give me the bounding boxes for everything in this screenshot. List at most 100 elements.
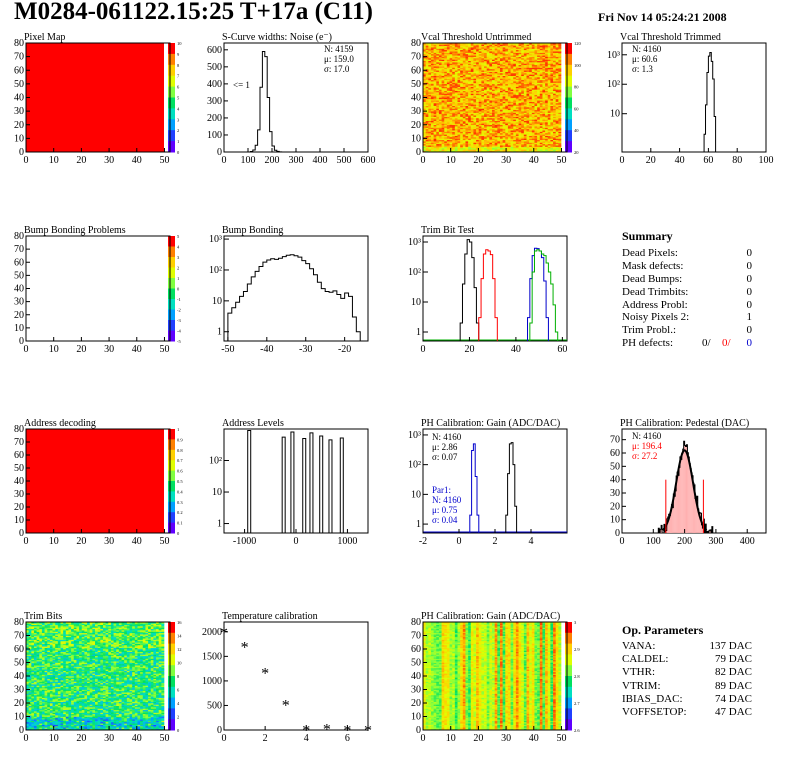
vcaluntrim-cell xyxy=(489,79,493,82)
vcaluntrim-cell xyxy=(462,86,466,89)
vcaluntrim-cell xyxy=(436,92,440,94)
vcaluntrim-cell xyxy=(486,147,490,150)
vcaluntrim-cell xyxy=(452,143,456,146)
vcaluntrim-cell xyxy=(502,82,506,85)
vcaluntrim-cell xyxy=(494,119,498,121)
trimbits-cell xyxy=(52,721,56,724)
vcaluntrim-cell xyxy=(438,102,442,105)
vcaluntrim-cell xyxy=(468,111,472,113)
vcaluntrim-cell xyxy=(513,97,517,100)
vcaluntrim-cell xyxy=(428,119,432,121)
trimbits-cell xyxy=(41,725,45,728)
vcaluntrim-cell xyxy=(468,79,472,82)
vcaluntrim-cell xyxy=(545,86,549,89)
trimbits-cell xyxy=(108,713,112,716)
vcaluntrim-cell xyxy=(492,75,495,78)
vcaluntrim-cell xyxy=(441,78,445,81)
vcaluntrim-cell xyxy=(545,141,549,143)
vcaluntrim-cell xyxy=(476,47,480,49)
trimbits-cell xyxy=(126,713,130,716)
pixelmap-palette-bin xyxy=(168,119,175,131)
vcaluntrim-cell xyxy=(518,105,522,108)
vcaluntrim-cell xyxy=(515,98,519,101)
vcaluntrim-cell xyxy=(446,126,450,128)
vcaluntrim-cell xyxy=(494,100,498,102)
vcaluntrim-xtick-label: 20 xyxy=(473,155,483,166)
vcaluntrim-cell xyxy=(515,111,519,113)
trimbits-cell xyxy=(55,715,59,717)
vcaluntrim-cell xyxy=(505,113,509,116)
vcaluntrim-cell xyxy=(505,47,509,49)
vcaluntrim-cell xyxy=(494,59,498,62)
vcaluntrim-cell xyxy=(521,119,525,121)
vcaluntrim-cell xyxy=(505,142,509,145)
vcaluntrim-cell xyxy=(484,149,487,151)
vcaluntrim-cell xyxy=(494,101,498,104)
vcaluntrim-cell xyxy=(499,138,503,141)
trimbits-cell xyxy=(121,724,125,727)
vcaluntrim-cell xyxy=(553,83,556,86)
trimbits-cell xyxy=(79,713,83,716)
trimbits-cell xyxy=(153,713,157,716)
bumpmap-xtick-label: 40 xyxy=(132,344,142,355)
vcaluntrim-cell xyxy=(545,150,549,153)
vcaluntrim-cell xyxy=(468,94,472,97)
vcaluntrim-cell xyxy=(558,149,562,151)
vcaluntrim-cell xyxy=(555,120,559,123)
trimbits-cell xyxy=(153,728,157,731)
vcaluntrim-cell xyxy=(542,59,546,62)
vcaluntrim-cell xyxy=(460,150,464,153)
vcaluntrim-cell xyxy=(457,127,461,130)
vcaluntrim-xtick-label: 30 xyxy=(501,155,511,166)
trimbits-cell xyxy=(142,727,146,729)
vcaluntrim-cell xyxy=(446,146,450,149)
vcaluntrim-cell xyxy=(507,87,511,90)
vcaluntrim-cell xyxy=(518,77,522,79)
vcaluntrim-cell xyxy=(537,87,541,90)
vcaluntrim-cell xyxy=(462,117,466,120)
vcaluntrim-cell xyxy=(465,86,469,89)
trimbits-cell xyxy=(150,719,154,721)
vcaluntrim-cell xyxy=(478,90,482,93)
vcaluntrim-cell xyxy=(539,113,543,116)
trimbits-cell xyxy=(55,727,59,729)
vcaluntrim-cell xyxy=(526,146,530,149)
vcaluntrim-cell xyxy=(545,97,549,100)
vcaluntrim-cell xyxy=(542,150,546,153)
vcaluntrim-cell xyxy=(545,94,549,97)
vcaluntrim-cell xyxy=(507,128,511,131)
vcaluntrim-cell xyxy=(476,138,480,141)
vcaluntrim-cell xyxy=(497,100,501,102)
vcaluntrim-cell xyxy=(449,141,453,143)
vcaluntrim-cell xyxy=(454,123,458,126)
vcaluntrim-cell xyxy=(531,60,535,63)
vcaluntrim-cell xyxy=(465,71,469,74)
vcaluntrim-cell xyxy=(531,82,535,85)
vcaluntrim-cell xyxy=(550,85,554,87)
vcaluntrim-cell xyxy=(468,100,472,102)
vcaluntrim-cell xyxy=(529,55,533,57)
vcaluntrim-cell xyxy=(462,150,466,153)
vcaluntrim-cell xyxy=(545,87,549,90)
vcaluntrim-cell xyxy=(499,100,503,102)
vcaluntrim-cell xyxy=(531,100,535,102)
vcaluntrim-cell xyxy=(454,78,458,81)
vcaluntrim-cell xyxy=(497,82,501,85)
vcaluntrim-cell xyxy=(430,128,434,131)
vcaluntrim-cell xyxy=(502,127,506,130)
vcaluntrim-cell xyxy=(502,128,506,131)
vcaluntrim-cell xyxy=(515,105,519,108)
vcaluntrim-cell xyxy=(438,96,442,98)
vcaluntrim-cell xyxy=(553,59,556,62)
vcaluntrim-cell xyxy=(515,71,519,74)
vcaluntrim-cell xyxy=(478,44,482,47)
vcaluntrim-cell xyxy=(444,45,448,48)
vcaluntrim-cell xyxy=(531,44,535,47)
vcaluntrim-cell xyxy=(539,64,543,67)
vcaluntrim-cell xyxy=(476,68,480,71)
vcaluntrim-cell xyxy=(441,112,445,115)
vcaluntrim-cell xyxy=(430,72,434,75)
vcaluntrim-cell xyxy=(457,93,461,96)
trimbits-cell xyxy=(95,719,98,721)
vcaluntrim-cell xyxy=(526,134,530,136)
